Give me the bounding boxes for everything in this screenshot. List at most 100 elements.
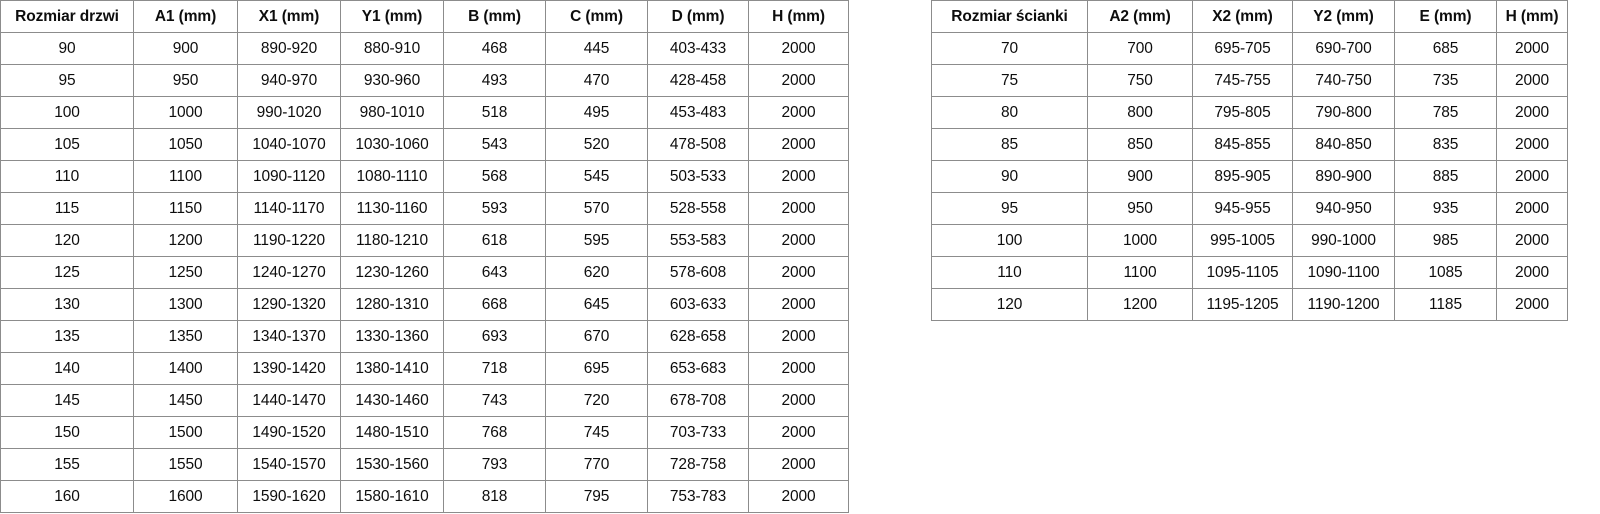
table-cell: 1390-1420 bbox=[237, 352, 341, 385]
table-cell: 2000 bbox=[748, 160, 849, 193]
table-cell: 693 bbox=[443, 320, 546, 353]
table-cell: 90 bbox=[0, 32, 134, 65]
table-cell: 1380-1410 bbox=[340, 352, 444, 385]
table-row: 110 1100 1095-1105 1090-1100 1085 2000 bbox=[931, 256, 1568, 289]
table-cell: 950 bbox=[1087, 192, 1193, 225]
table-cell: 1590-1620 bbox=[237, 480, 341, 513]
table-cell: 130 bbox=[0, 288, 134, 321]
table-cell: 120 bbox=[931, 288, 1088, 321]
table-cell: 568 bbox=[443, 160, 546, 193]
table-cell: 595 bbox=[545, 224, 648, 257]
table-cell: 670 bbox=[545, 320, 648, 353]
table-cell: 95 bbox=[931, 192, 1088, 225]
walls-dimensions-table-container: Rozmiar ścianki A2 (mm) X2 (mm) Y2 (mm) E (m… bbox=[931, 0, 1568, 321]
table-row: 70 700 695-705 690-700 685 2000 bbox=[931, 32, 1568, 65]
table-cell: 75 bbox=[931, 64, 1088, 97]
table-cell: 468 bbox=[443, 32, 546, 65]
walls-column-header: X2 (mm) bbox=[1192, 0, 1293, 33]
table-row: 110 1100 1090-1120 1080-1110 568 545 503-533 20… bbox=[0, 160, 849, 193]
table-cell: 880-910 bbox=[340, 32, 444, 65]
table-cell: 1000 bbox=[133, 96, 238, 129]
table-cell: 578-608 bbox=[647, 256, 749, 289]
table-cell: 528-558 bbox=[647, 192, 749, 225]
table-cell: 1190-1200 bbox=[1292, 288, 1395, 321]
table-cell: 603-633 bbox=[647, 288, 749, 321]
table-cell: 940-970 bbox=[237, 64, 341, 97]
table-cell: 503-533 bbox=[647, 160, 749, 193]
table-cell: 1400 bbox=[133, 352, 238, 385]
table-cell: 930-960 bbox=[340, 64, 444, 97]
table-cell: 1080-1110 bbox=[340, 160, 444, 193]
doors-column-header: D (mm) bbox=[647, 0, 749, 33]
table-cell: 135 bbox=[0, 320, 134, 353]
table-cell: 2000 bbox=[748, 128, 849, 161]
table-cell: 2000 bbox=[1496, 256, 1568, 289]
table-cell: 695-705 bbox=[1192, 32, 1293, 65]
table-cell: 95 bbox=[0, 64, 134, 97]
table-cell: 668 bbox=[443, 288, 546, 321]
table-cell: 2000 bbox=[748, 480, 849, 513]
table-cell: 478-508 bbox=[647, 128, 749, 161]
walls-column-header: A2 (mm) bbox=[1087, 0, 1193, 33]
table-cell: 700 bbox=[1087, 32, 1193, 65]
table-cell: 445 bbox=[545, 32, 648, 65]
table-cell: 950 bbox=[133, 64, 238, 97]
table-cell: 110 bbox=[0, 160, 134, 193]
table-cell: 2000 bbox=[748, 288, 849, 321]
table-cell: 770 bbox=[545, 448, 648, 481]
table-cell: 1340-1370 bbox=[237, 320, 341, 353]
table-row: 150 1500 1490-1520 1480-1510 768 745 703-733 20… bbox=[0, 416, 849, 449]
table-row: 95 950 940-970 930-960 493 470 428-458 2000 bbox=[0, 64, 849, 97]
table-cell: 120 bbox=[0, 224, 134, 257]
table-cell: 2000 bbox=[1496, 64, 1568, 97]
table-cell: 945-955 bbox=[1192, 192, 1293, 225]
table-cell: 935 bbox=[1394, 192, 1497, 225]
table-cell: 1150 bbox=[133, 192, 238, 225]
table-row: 90 900 895-905 890-900 885 2000 bbox=[931, 160, 1568, 193]
table-row: 105 1050 1040-1070 1030-1060 543 520 478-508 20… bbox=[0, 128, 849, 161]
table-cell: 800 bbox=[1087, 96, 1193, 129]
table-cell: 940-950 bbox=[1292, 192, 1395, 225]
table-cell: 453-483 bbox=[647, 96, 749, 129]
table-row: 85 850 845-855 840-850 835 2000 bbox=[931, 128, 1568, 161]
table-cell: 890-900 bbox=[1292, 160, 1395, 193]
table-cell: 495 bbox=[545, 96, 648, 129]
table-cell: 520 bbox=[545, 128, 648, 161]
table-cell: 518 bbox=[443, 96, 546, 129]
table-cell: 1550 bbox=[133, 448, 238, 481]
table-cell: 1185 bbox=[1394, 288, 1497, 321]
table-cell: 2000 bbox=[748, 96, 849, 129]
table-cell: 2000 bbox=[1496, 224, 1568, 257]
table-header-row: Rozmiar drzwi A1 (mm) X1 (mm) Y1 (mm) B (mm)… bbox=[0, 0, 849, 33]
walls-column-header: Rozmiar ścianki bbox=[931, 0, 1088, 33]
doors-column-header: C (mm) bbox=[545, 0, 648, 33]
table-cell: 718 bbox=[443, 352, 546, 385]
table-cell: 2000 bbox=[748, 416, 849, 449]
table-cell: 1190-1220 bbox=[237, 224, 341, 257]
doors-dimensions-table-container: Rozmiar drzwi A1 (mm) X1 (mm) Y1 (mm) B (mm)… bbox=[0, 0, 849, 513]
table-cell: 1100 bbox=[1087, 256, 1193, 289]
table-row: 130 1300 1290-1320 1280-1310 668 645 603-633 20… bbox=[0, 288, 849, 321]
walls-dimensions-table: Rozmiar ścianki A2 (mm) X2 (mm) Y2 (mm) E (m… bbox=[931, 0, 1568, 321]
table-row: 135 1350 1340-1370 1330-1360 693 670 628-658 20… bbox=[0, 320, 849, 353]
table-cell: 1350 bbox=[133, 320, 238, 353]
table-cell: 1330-1360 bbox=[340, 320, 444, 353]
table-cell: 990-1000 bbox=[1292, 224, 1395, 257]
table-cell: 1540-1570 bbox=[237, 448, 341, 481]
table-cell: 1040-1070 bbox=[237, 128, 341, 161]
table-cell: 768 bbox=[443, 416, 546, 449]
table-cell: 428-458 bbox=[647, 64, 749, 97]
table-row: 100 1000 995-1005 990-1000 985 2000 bbox=[931, 224, 1568, 257]
table-cell: 2000 bbox=[748, 64, 849, 97]
table-cell: 470 bbox=[545, 64, 648, 97]
table-cell: 1140-1170 bbox=[237, 192, 341, 225]
table-cell: 150 bbox=[0, 416, 134, 449]
table-cell: 678-708 bbox=[647, 384, 749, 417]
table-cell: 125 bbox=[0, 256, 134, 289]
doors-dimensions-table: Rozmiar drzwi A1 (mm) X1 (mm) Y1 (mm) B (mm)… bbox=[0, 0, 849, 513]
table-cell: 2000 bbox=[748, 384, 849, 417]
table-cell: 2000 bbox=[1496, 160, 1568, 193]
table-cell: 840-850 bbox=[1292, 128, 1395, 161]
table-cell: 140 bbox=[0, 352, 134, 385]
